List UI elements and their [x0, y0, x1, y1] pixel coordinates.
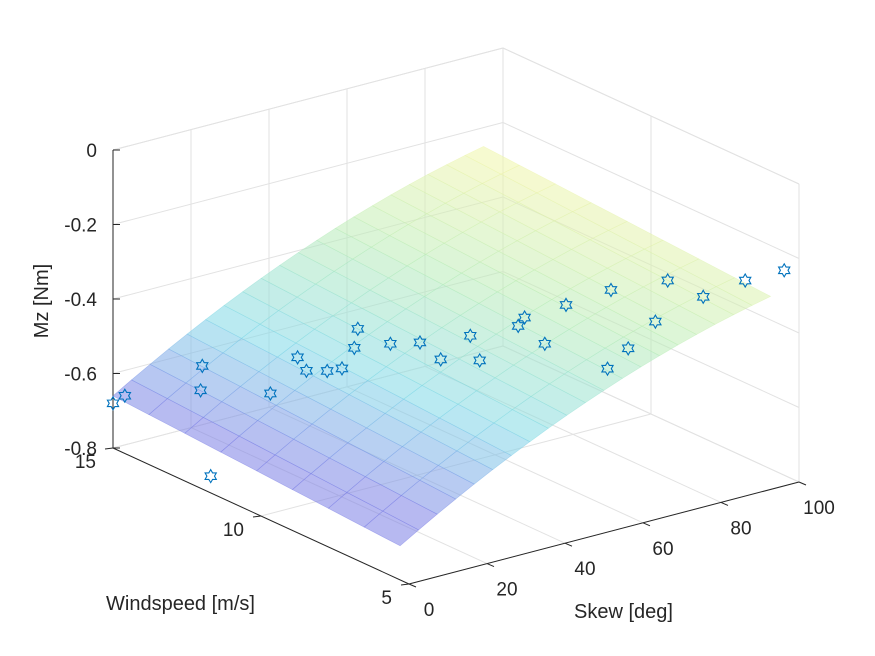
x-axis-label: Skew [deg] [574, 601, 673, 623]
data-point [621, 340, 635, 357]
data-point [204, 468, 218, 484]
data-point [347, 340, 361, 356]
z-tick-label: -0.8 [64, 439, 97, 460]
data-points [106, 262, 791, 484]
x-tick-mark [720, 501, 729, 506]
z-tick-label: -0.2 [64, 216, 97, 237]
x-tick-mark [798, 481, 807, 486]
x-tick-label: 80 [730, 518, 751, 539]
data-point [559, 297, 573, 313]
x-tick-mark [408, 583, 417, 588]
z-tick-label: -0.6 [64, 365, 97, 386]
data-point [434, 351, 448, 367]
box-edge [502, 47, 800, 185]
data-point [299, 363, 314, 379]
axes-lines [104, 149, 807, 588]
data-point [351, 321, 365, 337]
x-tick-label: 0 [424, 600, 435, 621]
x-tick-mark [564, 542, 573, 547]
x-tick-mark [486, 563, 495, 568]
grid-line [502, 122, 800, 259]
fitted-surface [112, 146, 772, 547]
y-tick-mark [104, 447, 114, 450]
data-point [263, 385, 277, 402]
data-point [738, 272, 752, 289]
data-point [106, 395, 120, 411]
data-point [118, 388, 132, 404]
data-point [777, 262, 791, 278]
z-tick-label: 0 [86, 141, 97, 162]
data-point [473, 352, 487, 368]
data-point [413, 334, 427, 351]
y-axis-label: Windspeed [m/s] [106, 593, 255, 615]
data-point [518, 309, 532, 326]
data-point [383, 336, 397, 352]
data-point [320, 363, 334, 379]
data-point [194, 382, 208, 399]
data-point [463, 328, 477, 344]
data-point [290, 349, 305, 366]
y-tick-mark [400, 583, 410, 586]
data-point [696, 289, 710, 305]
box-edge [112, 47, 504, 151]
data-point [604, 282, 618, 298]
data-point [661, 272, 675, 289]
data-point [195, 358, 209, 374]
y-tick-label: 15 [75, 452, 96, 473]
x-tick-label: 20 [496, 580, 517, 601]
x-axis-line [408, 481, 800, 585]
tick-labels: 0 20 40 60 80 100 5 10 15-0.8 -0.6 -0.4 -0.2 0 [64, 141, 835, 621]
z-axis-label: Mz [Nm] [31, 264, 53, 338]
x-tick-mark [642, 522, 651, 527]
grid-line [112, 122, 504, 225]
y-tick-mark [252, 515, 262, 518]
x-tick-label: 60 [652, 539, 673, 560]
x-tick-label: 40 [574, 559, 595, 580]
y-tick-label: 10 [223, 520, 244, 541]
z-tick-label: -0.4 [64, 290, 97, 311]
data-point [648, 314, 662, 330]
y-tick-label: 5 [381, 588, 392, 609]
x-tick-label: 100 [803, 498, 835, 519]
data-point [600, 361, 615, 377]
data-point [335, 360, 349, 376]
surface-patch [363, 510, 420, 547]
data-point [538, 336, 552, 352]
